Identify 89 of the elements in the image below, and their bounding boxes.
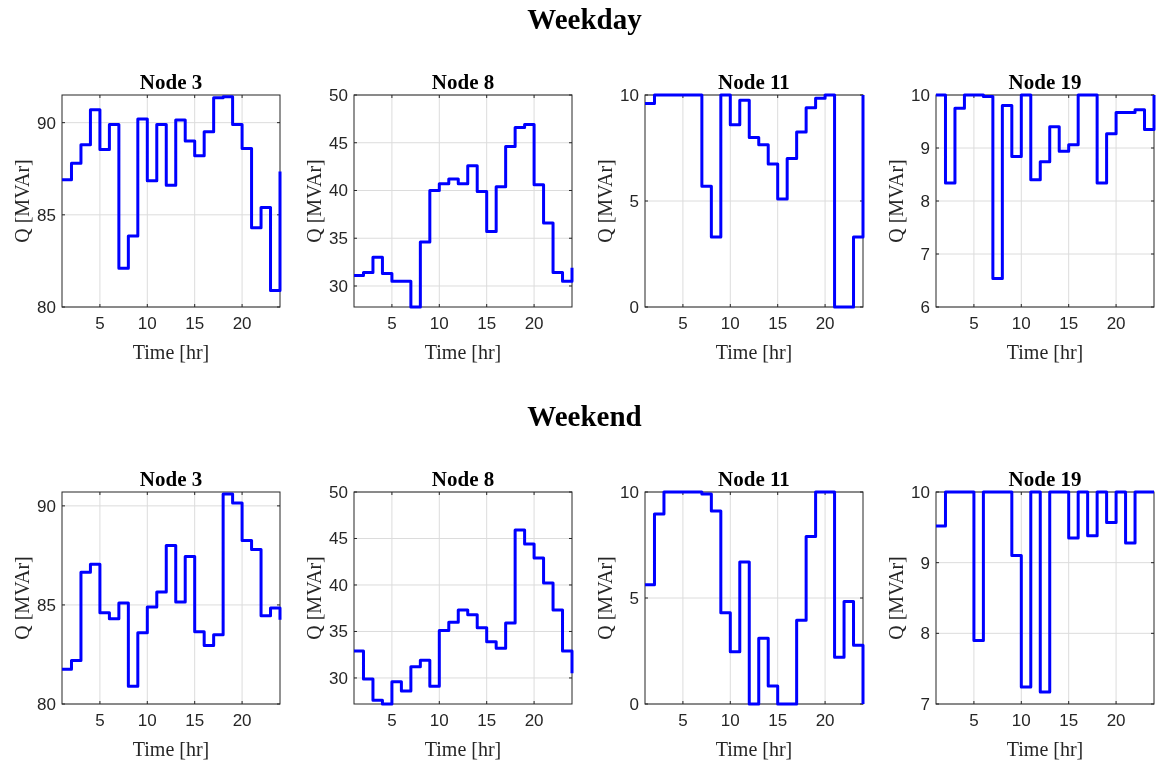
x-axis-title: Time [hr] xyxy=(1006,738,1084,760)
y-tick-label: 40 xyxy=(329,575,348,595)
y-tick-label: 45 xyxy=(329,133,348,153)
x-tick-label: 15 xyxy=(185,314,205,333)
y-axis-title: Q [MVAr] xyxy=(885,159,907,243)
chart-title: Node 8 xyxy=(431,467,495,491)
x-axis-title: Time [hr] xyxy=(715,738,793,760)
y-tick-label: 80 xyxy=(37,298,56,317)
y-tick-label: 6 xyxy=(920,298,930,317)
y-tick-label: 10 xyxy=(911,86,930,105)
y-tick-label: 50 xyxy=(329,483,348,502)
x-tick-label: 5 xyxy=(969,711,979,730)
chart-title: Node 11 xyxy=(718,467,790,491)
x-tick-label: 20 xyxy=(1106,711,1126,730)
y-tick-label: 10 xyxy=(620,86,639,105)
y-tick-label: 7 xyxy=(920,695,930,714)
x-axis-title: Time [hr] xyxy=(715,341,793,363)
chart-title: Node 11 xyxy=(718,70,790,94)
x-tick-label: 20 xyxy=(1106,314,1126,333)
y-tick-label: 50 xyxy=(329,86,348,105)
y-axis-title: Q [MVAr] xyxy=(594,556,616,640)
x-axis-title: Time [hr] xyxy=(132,341,210,363)
x-tick-label: 15 xyxy=(768,711,788,730)
x-tick-label: 5 xyxy=(387,314,397,333)
y-tick-label: 8 xyxy=(920,192,930,211)
x-axis-title: Time [hr] xyxy=(424,738,502,760)
x-tick-label: 20 xyxy=(232,314,252,333)
y-tick-label: 5 xyxy=(629,192,639,211)
x-tick-label: 15 xyxy=(477,314,497,333)
x-axis-title: Time [hr] xyxy=(424,341,502,363)
x-tick-label: 10 xyxy=(720,711,740,730)
x-tick-label: 15 xyxy=(768,314,788,333)
y-tick-label: 40 xyxy=(329,181,348,201)
y-tick-label: 9 xyxy=(920,139,930,158)
chart-title: Node 8 xyxy=(431,70,495,94)
x-tick-label: 10 xyxy=(1011,711,1031,730)
y-tick-label: 85 xyxy=(37,205,56,225)
x-tick-label: 5 xyxy=(678,711,688,730)
chart-title: Node 19 xyxy=(1008,467,1082,491)
y-axis-title: Q [MVAr] xyxy=(303,159,325,243)
text: Weekday xyxy=(527,3,643,35)
x-tick-label: 15 xyxy=(185,711,205,730)
x-tick-label: 10 xyxy=(429,711,449,730)
y-tick-label: 0 xyxy=(629,695,639,714)
x-tick-label: 10 xyxy=(720,314,740,333)
x-tick-label: 10 xyxy=(1011,314,1031,333)
y-tick-label: 0 xyxy=(629,298,639,317)
y-tick-label: 35 xyxy=(329,229,348,249)
y-axis-title: Q [MVAr] xyxy=(11,556,33,640)
chart-title: Node 3 xyxy=(139,70,203,94)
y-axis-title: Q [MVAr] xyxy=(594,159,616,243)
y-tick-label: 7 xyxy=(920,245,930,264)
x-tick-label: 5 xyxy=(95,314,105,333)
y-axis-title: Q [MVAr] xyxy=(11,159,33,243)
x-tick-label: 20 xyxy=(524,314,544,333)
x-tick-label: 5 xyxy=(678,314,688,333)
y-tick-label: 9 xyxy=(920,553,930,573)
x-tick-label: 10 xyxy=(137,314,157,333)
x-tick-label: 15 xyxy=(1059,314,1079,333)
x-axis-title: Time [hr] xyxy=(132,738,210,760)
x-tick-label: 20 xyxy=(815,314,835,333)
x-tick-label: 15 xyxy=(1059,711,1079,730)
x-tick-label: 5 xyxy=(969,314,979,333)
y-tick-label: 85 xyxy=(37,595,56,615)
y-tick-label: 90 xyxy=(37,496,56,516)
x-tick-label: 20 xyxy=(232,711,252,730)
x-tick-label: 10 xyxy=(429,314,449,333)
x-tick-label: 5 xyxy=(95,711,105,730)
y-tick-label: 90 xyxy=(37,113,56,133)
x-tick-label: 20 xyxy=(815,711,835,730)
y-axis-title: Q [MVAr] xyxy=(885,556,907,640)
y-tick-label: 5 xyxy=(629,589,639,608)
y-tick-label: 80 xyxy=(37,695,56,714)
x-tick-label: 20 xyxy=(524,711,544,730)
text: Weekend xyxy=(527,400,642,432)
y-tick-label: 45 xyxy=(329,529,348,549)
x-tick-label: 10 xyxy=(137,711,157,730)
y-tick-label: 10 xyxy=(620,483,639,502)
y-tick-label: 30 xyxy=(329,668,348,688)
y-tick-label: 30 xyxy=(329,276,348,296)
chart-title: Node 3 xyxy=(139,467,203,491)
y-tick-label: 8 xyxy=(920,624,930,644)
x-axis-title: Time [hr] xyxy=(1006,341,1084,363)
chart-title: Node 19 xyxy=(1008,70,1082,94)
x-tick-label: 15 xyxy=(477,711,497,730)
x-tick-label: 5 xyxy=(387,711,397,730)
y-tick-label: 10 xyxy=(911,483,930,502)
y-tick-label: 35 xyxy=(329,622,348,642)
y-axis-title: Q [MVAr] xyxy=(303,556,325,640)
